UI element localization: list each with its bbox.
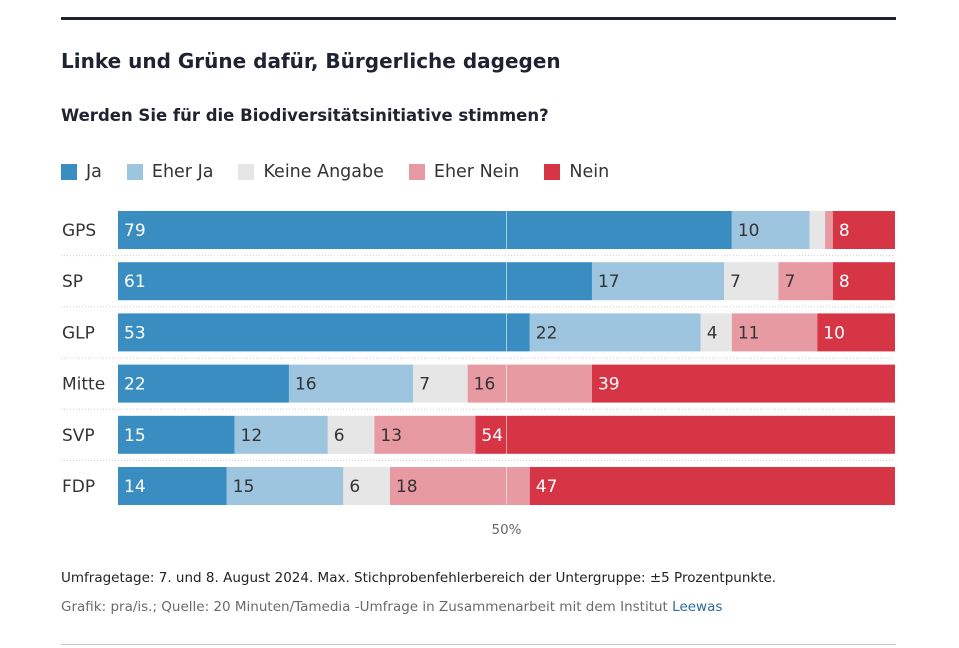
- data-label: 11: [738, 323, 760, 343]
- data-label: 15: [124, 426, 146, 446]
- bar-segment: [118, 211, 732, 249]
- data-label: 7: [784, 272, 795, 292]
- bar-segment: [591, 364, 895, 403]
- legend-item-nein: Nein: [544, 162, 609, 182]
- category-label: SVP: [62, 426, 95, 446]
- data-label: 6: [334, 426, 345, 446]
- legend-swatch: [238, 164, 255, 180]
- legend-item-keine-angabe: Keine Angabe: [238, 162, 384, 182]
- data-label: 7: [419, 375, 430, 395]
- data-label: 16: [474, 375, 496, 395]
- legend-swatch: [61, 164, 77, 180]
- data-label: 39: [598, 375, 620, 395]
- category-label: FDP: [62, 477, 95, 497]
- bar-segment: [413, 364, 468, 403]
- bar-segment: [591, 262, 725, 301]
- bar-segment: [731, 211, 810, 249]
- data-label: 61: [124, 272, 146, 292]
- legend-swatch: [408, 164, 425, 180]
- bottom-rule: [61, 644, 896, 645]
- data-label: 8: [839, 272, 850, 292]
- data-label: 14: [124, 477, 146, 497]
- data-label: 10: [738, 221, 760, 241]
- bar-segment: [817, 313, 895, 352]
- bar-segment: [832, 262, 895, 301]
- data-label: 22: [124, 375, 146, 395]
- bar-segment: [234, 415, 328, 454]
- category-label: GLP: [62, 323, 95, 343]
- legend-item-eher-ja: Eher Ja: [126, 162, 214, 182]
- legend-swatch: [544, 164, 561, 180]
- data-label: 8: [839, 221, 850, 241]
- data-label: 7: [730, 272, 741, 292]
- legend-swatch: [126, 164, 143, 180]
- legend: Ja Eher Ja Keine Angabe Eher Nein Nein: [61, 160, 634, 184]
- bar-segment: [809, 211, 826, 249]
- bar-segment: [374, 415, 476, 454]
- legend-label: Eher Ja: [151, 162, 214, 182]
- data-label: 79: [124, 221, 146, 241]
- bar-segment: [288, 364, 414, 403]
- bar-segment: [118, 415, 235, 454]
- reference-line-label: 50%: [491, 522, 521, 538]
- legend-item-ja: Ja: [61, 162, 102, 182]
- category-label: SP: [62, 272, 83, 292]
- source-line: Grafik: pra/is.; Quelle: 20 Minuten/Tame…: [61, 599, 722, 615]
- data-label: 18: [396, 477, 418, 497]
- legend-label: Keine Angabe: [263, 162, 384, 182]
- bar-segment: [118, 262, 592, 301]
- category-label: GPS: [62, 221, 96, 241]
- data-label: 15: [233, 477, 255, 497]
- footnote: Umfragetage: 7. und 8. August 2024. Max.…: [61, 570, 777, 586]
- bar-segment: [778, 262, 833, 301]
- data-label: 10: [823, 323, 845, 343]
- bar-segment: [825, 211, 833, 249]
- data-label: 53: [124, 323, 146, 343]
- top-rule: [61, 17, 896, 20]
- category-label: Mitte: [62, 375, 105, 395]
- bar-segment: [529, 313, 701, 352]
- legend-item-eher-nein: Eher Nein: [408, 162, 520, 182]
- data-label: 54: [481, 426, 503, 446]
- data-label: 22: [536, 323, 558, 343]
- bar-segment: [700, 313, 732, 352]
- bar-segment: [529, 467, 895, 505]
- bar-segment: [467, 364, 592, 403]
- data-label: 6: [349, 477, 360, 497]
- bar-segment: [731, 313, 818, 352]
- bar-segment: [724, 262, 779, 301]
- stacked-bar-chart: GPS 79 10 8 SP 61 17 7 7 8 GLP 53 22 4 11 10 Mitte 22 16 7 1…: [61, 211, 895, 538]
- legend-label: Eher Nein: [433, 162, 520, 182]
- bar-segment: [832, 211, 895, 249]
- bar-segment: [475, 415, 895, 454]
- source-text: Grafik: pra/is.; Quelle: 20 Minuten/Tame…: [61, 599, 673, 615]
- bar-segment: [226, 467, 344, 505]
- data-label: 47: [536, 477, 558, 497]
- bar-segment: [327, 415, 375, 454]
- bar-segment: [343, 467, 390, 505]
- legend-label: Ja: [86, 162, 102, 182]
- legend-label: Nein: [569, 162, 610, 182]
- chart-title: Linke und Grüne dafür, Bürgerliche dageg…: [61, 49, 561, 73]
- data-label: 17: [598, 272, 620, 292]
- data-label: 12: [241, 426, 263, 446]
- data-label: 4: [707, 323, 718, 343]
- data-label: 13: [380, 426, 402, 446]
- chart-subtitle: Werden Sie für die Biodiversitätsinitiat…: [61, 106, 549, 125]
- source-link-leewas[interactable]: Leewas: [672, 599, 723, 615]
- bar-segment: [118, 313, 530, 352]
- data-label: 16: [295, 375, 317, 395]
- bar-segment: [118, 467, 227, 505]
- bar-segment: [118, 364, 289, 403]
